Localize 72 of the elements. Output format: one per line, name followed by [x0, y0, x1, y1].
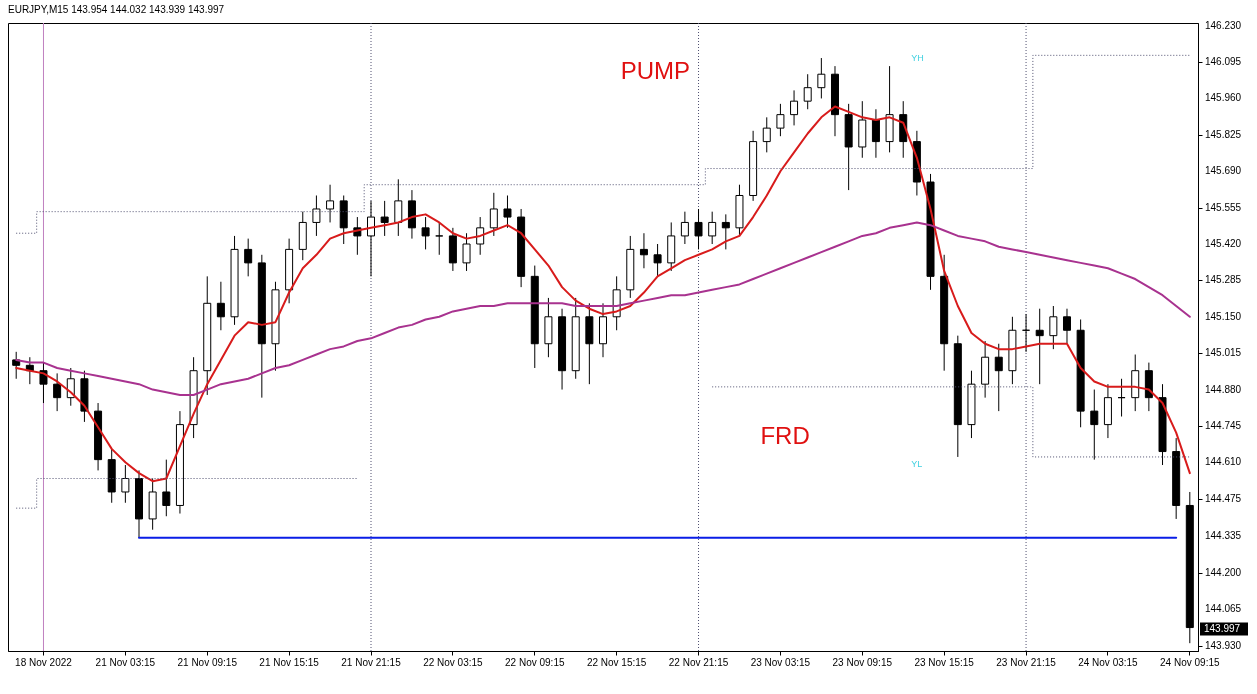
candlestick [639, 232, 648, 269]
candlestick [435, 221, 444, 256]
x-tick-label: 23 Nov 21:15 [996, 656, 1057, 668]
y-tick-label: 143.930 [1205, 639, 1242, 651]
text: 143.997 [1204, 623, 1241, 635]
x-tick-label: 24 Nov 09:15 [1160, 656, 1220, 668]
y-tick-label: 144.200 [1205, 566, 1242, 578]
candlestick [994, 343, 1003, 412]
candlestick [462, 232, 471, 272]
annotation: FRD [760, 422, 810, 450]
candlestick [694, 208, 703, 250]
x-tick-label: 22 Nov 03:15 [423, 656, 484, 668]
x-tick-label: 24 Nov 03:15 [1078, 656, 1139, 668]
candlestick [326, 184, 335, 223]
y-tick-label: 144.880 [1205, 383, 1242, 395]
y-tick-label: 145.960 [1205, 92, 1242, 104]
x-tick-label: 21 Nov 09:15 [177, 656, 238, 668]
candlestick [790, 89, 799, 126]
x-tick-label: 23 Nov 09:15 [832, 656, 893, 668]
candlestick [721, 213, 730, 250]
candlestick [121, 464, 130, 504]
candlestick [1090, 389, 1099, 461]
annotation: YL [911, 459, 923, 470]
y-tick-label: 146.230 [1205, 19, 1242, 31]
candlestick [680, 211, 689, 245]
y-tick-label: 145.015 [1205, 347, 1242, 359]
y-tick-label: 144.335 [1205, 530, 1242, 542]
y-tick-label: 144.610 [1205, 456, 1242, 468]
candlestick [162, 459, 171, 517]
candlestick [871, 108, 880, 159]
y-tick-label: 144.745 [1205, 419, 1242, 431]
y-tick-label: 144.065 [1205, 603, 1242, 615]
annotation: PUMP [620, 56, 691, 84]
y-tick-label: 144.475 [1205, 492, 1242, 504]
candlestick [380, 200, 389, 237]
candlestick [1062, 308, 1071, 345]
x-tick-label: 22 Nov 21:15 [668, 656, 729, 668]
candlestick [817, 57, 826, 99]
y-tick-label: 145.285 [1205, 274, 1242, 286]
x-tick-label: 23 Nov 03:15 [750, 656, 811, 668]
candlestick [367, 200, 375, 277]
y-tick-label: 145.555 [1205, 201, 1242, 213]
candlestick [216, 281, 225, 331]
candlestick [803, 73, 812, 110]
candlestick [421, 216, 430, 250]
y-tick-label: 145.825 [1205, 128, 1242, 140]
candlestick [762, 116, 771, 153]
y-tick-label: 145.690 [1205, 165, 1242, 177]
x-tick-label: 18 Nov 2022 [15, 656, 73, 668]
annotation: YH [911, 52, 924, 63]
candlestick [312, 195, 321, 237]
candlestick [53, 372, 62, 412]
y-tick-label: 145.420 [1205, 238, 1242, 250]
x-tick-label: 22 Nov 15:15 [586, 656, 647, 668]
y-tick-label: 145.150 [1205, 310, 1242, 322]
candlestick [776, 103, 785, 137]
chart-title: EURJPY,M15 143.954 144.032 143.939 143.997 [8, 3, 225, 15]
x-tick-label: 21 Nov 15:15 [259, 656, 320, 668]
x-tick-label: 22 Nov 09:15 [505, 656, 565, 668]
x-tick-label: 21 Nov 21:15 [341, 656, 402, 668]
candlestick [394, 178, 403, 237]
candlestick [1035, 308, 1044, 385]
candlestick [244, 238, 253, 277]
candlestick [708, 211, 717, 245]
y-tick-label: 146.095 [1205, 56, 1242, 68]
candlestick [503, 195, 512, 229]
x-tick-label: 23 Nov 15:15 [914, 656, 975, 668]
candlestick [1049, 305, 1058, 350]
x-tick-label: 21 Nov 03:15 [95, 656, 156, 668]
candlestick [653, 243, 662, 277]
candlestick [489, 192, 498, 237]
candlestick [12, 351, 21, 380]
